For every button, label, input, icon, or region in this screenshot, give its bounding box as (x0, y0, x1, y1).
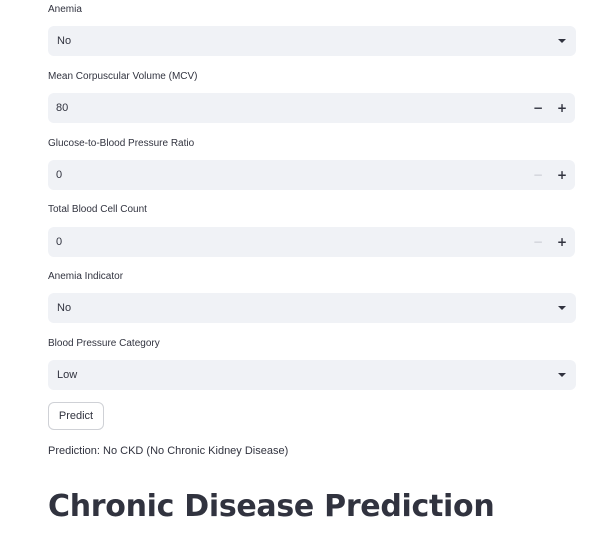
anemia-select-value: No (57, 35, 72, 47)
chevron-down-icon (558, 39, 566, 43)
anemia-indicator-label: Anemia Indicator (48, 271, 124, 282)
mcv-number-input[interactable]: 80 − + (48, 93, 575, 123)
total-blood-cell-count-label: Total Blood Cell Count (48, 204, 147, 215)
mcv-input-value[interactable]: 80 (56, 102, 69, 114)
total-blood-cell-count-decrement-button[interactable]: − (532, 235, 544, 249)
glucose-bp-ratio-input-value[interactable]: 0 (56, 169, 63, 181)
mcv-decrement-button[interactable]: − (532, 101, 544, 115)
bp-category-select[interactable]: Low (48, 360, 576, 390)
page-title: Chronic Disease Prediction (48, 489, 495, 524)
anemia-label: Anemia (48, 4, 82, 15)
total-blood-cell-count-number-input[interactable]: 0 − + (48, 227, 575, 257)
anemia-indicator-select[interactable]: No (48, 293, 576, 323)
bp-category-select-value: Low (57, 369, 78, 381)
chevron-down-icon (558, 306, 566, 310)
total-blood-cell-count-increment-button[interactable]: + (556, 235, 568, 249)
mcv-label: Mean Corpuscular Volume (MCV) (48, 71, 198, 82)
prediction-result-text: Prediction: No CKD (No Chronic Kidney Di… (48, 445, 289, 457)
chevron-down-icon (558, 373, 566, 377)
glucose-bp-ratio-increment-button[interactable]: + (556, 168, 568, 182)
anemia-select[interactable]: No (48, 26, 576, 56)
bp-category-label: Blood Pressure Category (48, 338, 160, 349)
glucose-bp-ratio-label: Glucose-to-Blood Pressure Ratio (48, 138, 195, 149)
mcv-increment-button[interactable]: + (556, 101, 568, 115)
total-blood-cell-count-input-value[interactable]: 0 (56, 236, 63, 248)
glucose-bp-ratio-decrement-button[interactable]: − (532, 168, 544, 182)
anemia-indicator-select-value: No (57, 302, 72, 314)
glucose-bp-ratio-number-input[interactable]: 0 − + (48, 160, 575, 190)
predict-button[interactable]: Predict (48, 402, 104, 430)
